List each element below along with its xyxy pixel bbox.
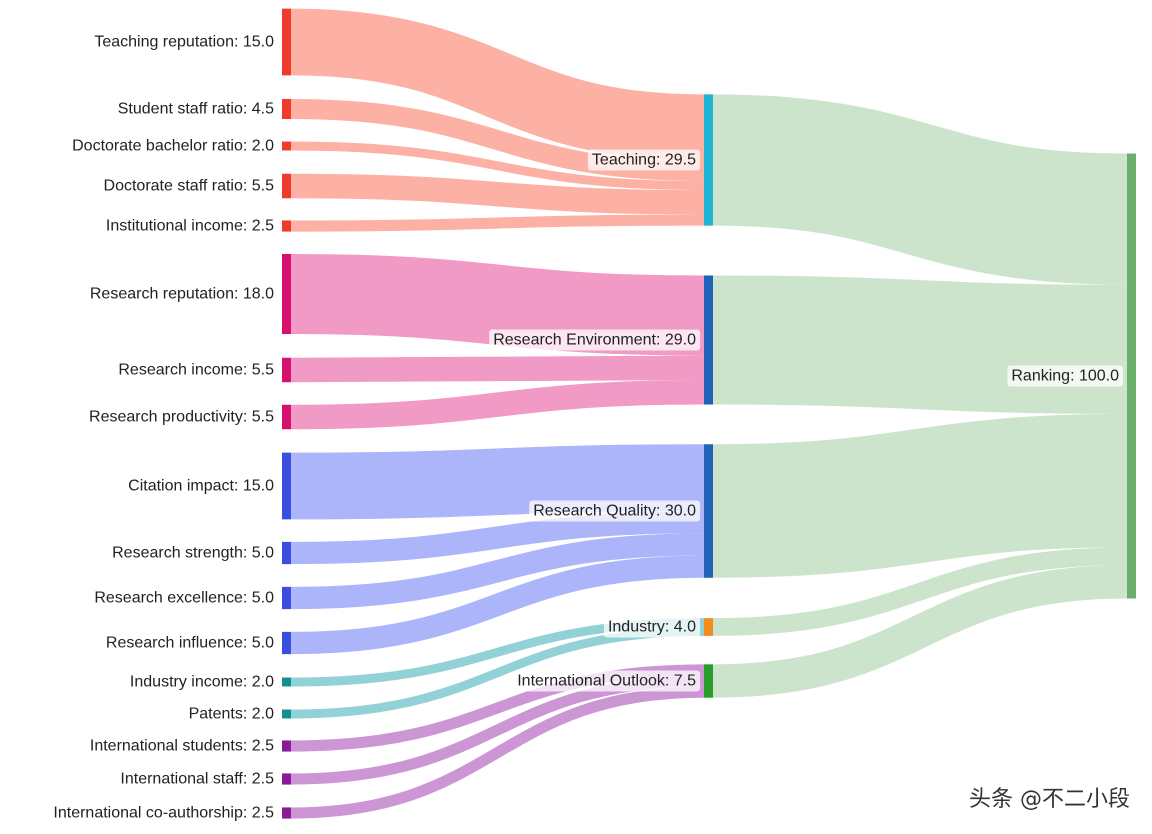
link-research_productivity-to-research_environment [290, 380, 705, 430]
node-doctorate_bachelor_ratio[interactable] [282, 141, 291, 151]
node-ranking[interactable] [1127, 153, 1136, 599]
link-teaching-to-ranking [712, 94, 1128, 285]
label-bg-research_environment [489, 329, 701, 351]
label-international_students: International students: 2.5 [90, 738, 274, 755]
label-international_coauthorship: International co-authorship: 2.5 [53, 805, 274, 822]
node-research_quality[interactable] [704, 444, 713, 578]
link-research_excellence-to-research_quality [290, 533, 705, 610]
node-research_strength[interactable] [282, 541, 291, 565]
label-bg-research_quality [529, 500, 701, 522]
node-teaching[interactable] [704, 94, 713, 226]
node-doctorate_staff_ratio[interactable] [282, 173, 291, 199]
node-research_productivity[interactable] [282, 404, 291, 430]
node-international_outlook[interactable] [704, 664, 713, 698]
label-research_influence: Research influence: 5.0 [106, 635, 274, 652]
link-institutional_income-to-teaching [290, 214, 705, 232]
link-industry-to-ranking [712, 547, 1128, 636]
sankey-nodes [282, 8, 1136, 819]
link-research_quality-to-ranking [712, 413, 1128, 578]
link-teaching_reputation-to-teaching [290, 8, 705, 162]
label-research_quality: Research Quality: 30.0 [533, 503, 696, 520]
link-citation_impact-to-research_quality [290, 444, 705, 520]
link-research_strength-to-research_quality [290, 511, 705, 565]
link-doctorate_staff_ratio-to-teaching [290, 173, 705, 215]
link-international_outlook-to-ranking [712, 565, 1128, 698]
label-industry: Industry: 4.0 [608, 619, 696, 636]
link-research_income-to-research_environment [290, 355, 705, 383]
label-industry_income: Industry income: 2.0 [130, 674, 274, 691]
node-international_coauthorship[interactable] [282, 807, 291, 819]
node-research_reputation[interactable] [282, 253, 291, 335]
label-ranking: Ranking: 100.0 [1011, 368, 1119, 385]
node-teaching_reputation[interactable] [282, 8, 291, 76]
node-institutional_income[interactable] [282, 220, 291, 232]
node-citation_impact[interactable] [282, 452, 291, 520]
label-bg-teaching [587, 149, 701, 171]
label-research_productivity: Research productivity: 5.5 [89, 409, 274, 426]
node-industry_income[interactable] [282, 677, 291, 687]
node-industry[interactable] [704, 618, 713, 636]
label-research_strength: Research strength: 5.0 [112, 545, 274, 562]
label-citation_impact: Citation impact: 15.0 [128, 478, 274, 495]
node-patents[interactable] [282, 709, 291, 719]
link-research_environment-to-ranking [712, 275, 1128, 414]
label-institutional_income: Institutional income: 2.5 [106, 218, 274, 235]
link-research_reputation-to-research_environment [290, 253, 705, 356]
node-student_staff_ratio[interactable] [282, 98, 291, 120]
node-research_income[interactable] [282, 357, 291, 383]
label-research_excellence: Research excellence: 5.0 [94, 590, 274, 607]
sankey-labels: Teaching reputation: 15.0 Student staff r… [53, 34, 1124, 822]
label-teaching: Teaching: 29.5 [592, 152, 696, 169]
node-international_staff[interactable] [282, 773, 291, 785]
node-international_students[interactable] [282, 740, 291, 752]
node-research_environment[interactable] [704, 275, 713, 405]
node-research_influence[interactable] [282, 631, 291, 655]
link-doctorate_bachelor_ratio-to-teaching [290, 141, 705, 191]
label-international_outlook: International Outlook: 7.5 [517, 673, 696, 690]
label-bg-industry [603, 616, 701, 638]
label-research_reputation: Research reputation: 18.0 [90, 286, 274, 303]
watermark-text: 头条 @不二小段 [969, 787, 1130, 812]
link-research_influence-to-research_quality [290, 555, 705, 655]
label-research_environment: Research Environment: 29.0 [493, 332, 696, 349]
label-bg-international_outlook [513, 670, 701, 692]
label-international_staff: International staff: 2.5 [120, 771, 274, 788]
label-doctorate_bachelor_ratio: Doctorate bachelor ratio: 2.0 [72, 138, 274, 155]
label-research_income: Research income: 5.5 [118, 362, 274, 379]
label-doctorate_staff_ratio: Doctorate staff ratio: 5.5 [104, 178, 275, 195]
label-teaching_reputation: Teaching reputation: 15.0 [94, 34, 274, 51]
link-international_coauthorship-to-international_outlook [290, 686, 705, 819]
node-research_excellence[interactable] [282, 586, 291, 610]
label-patents: Patents: 2.0 [189, 706, 274, 723]
label-student_staff_ratio: Student staff ratio: 4.5 [118, 101, 274, 118]
label-bg-ranking [1007, 365, 1124, 387]
